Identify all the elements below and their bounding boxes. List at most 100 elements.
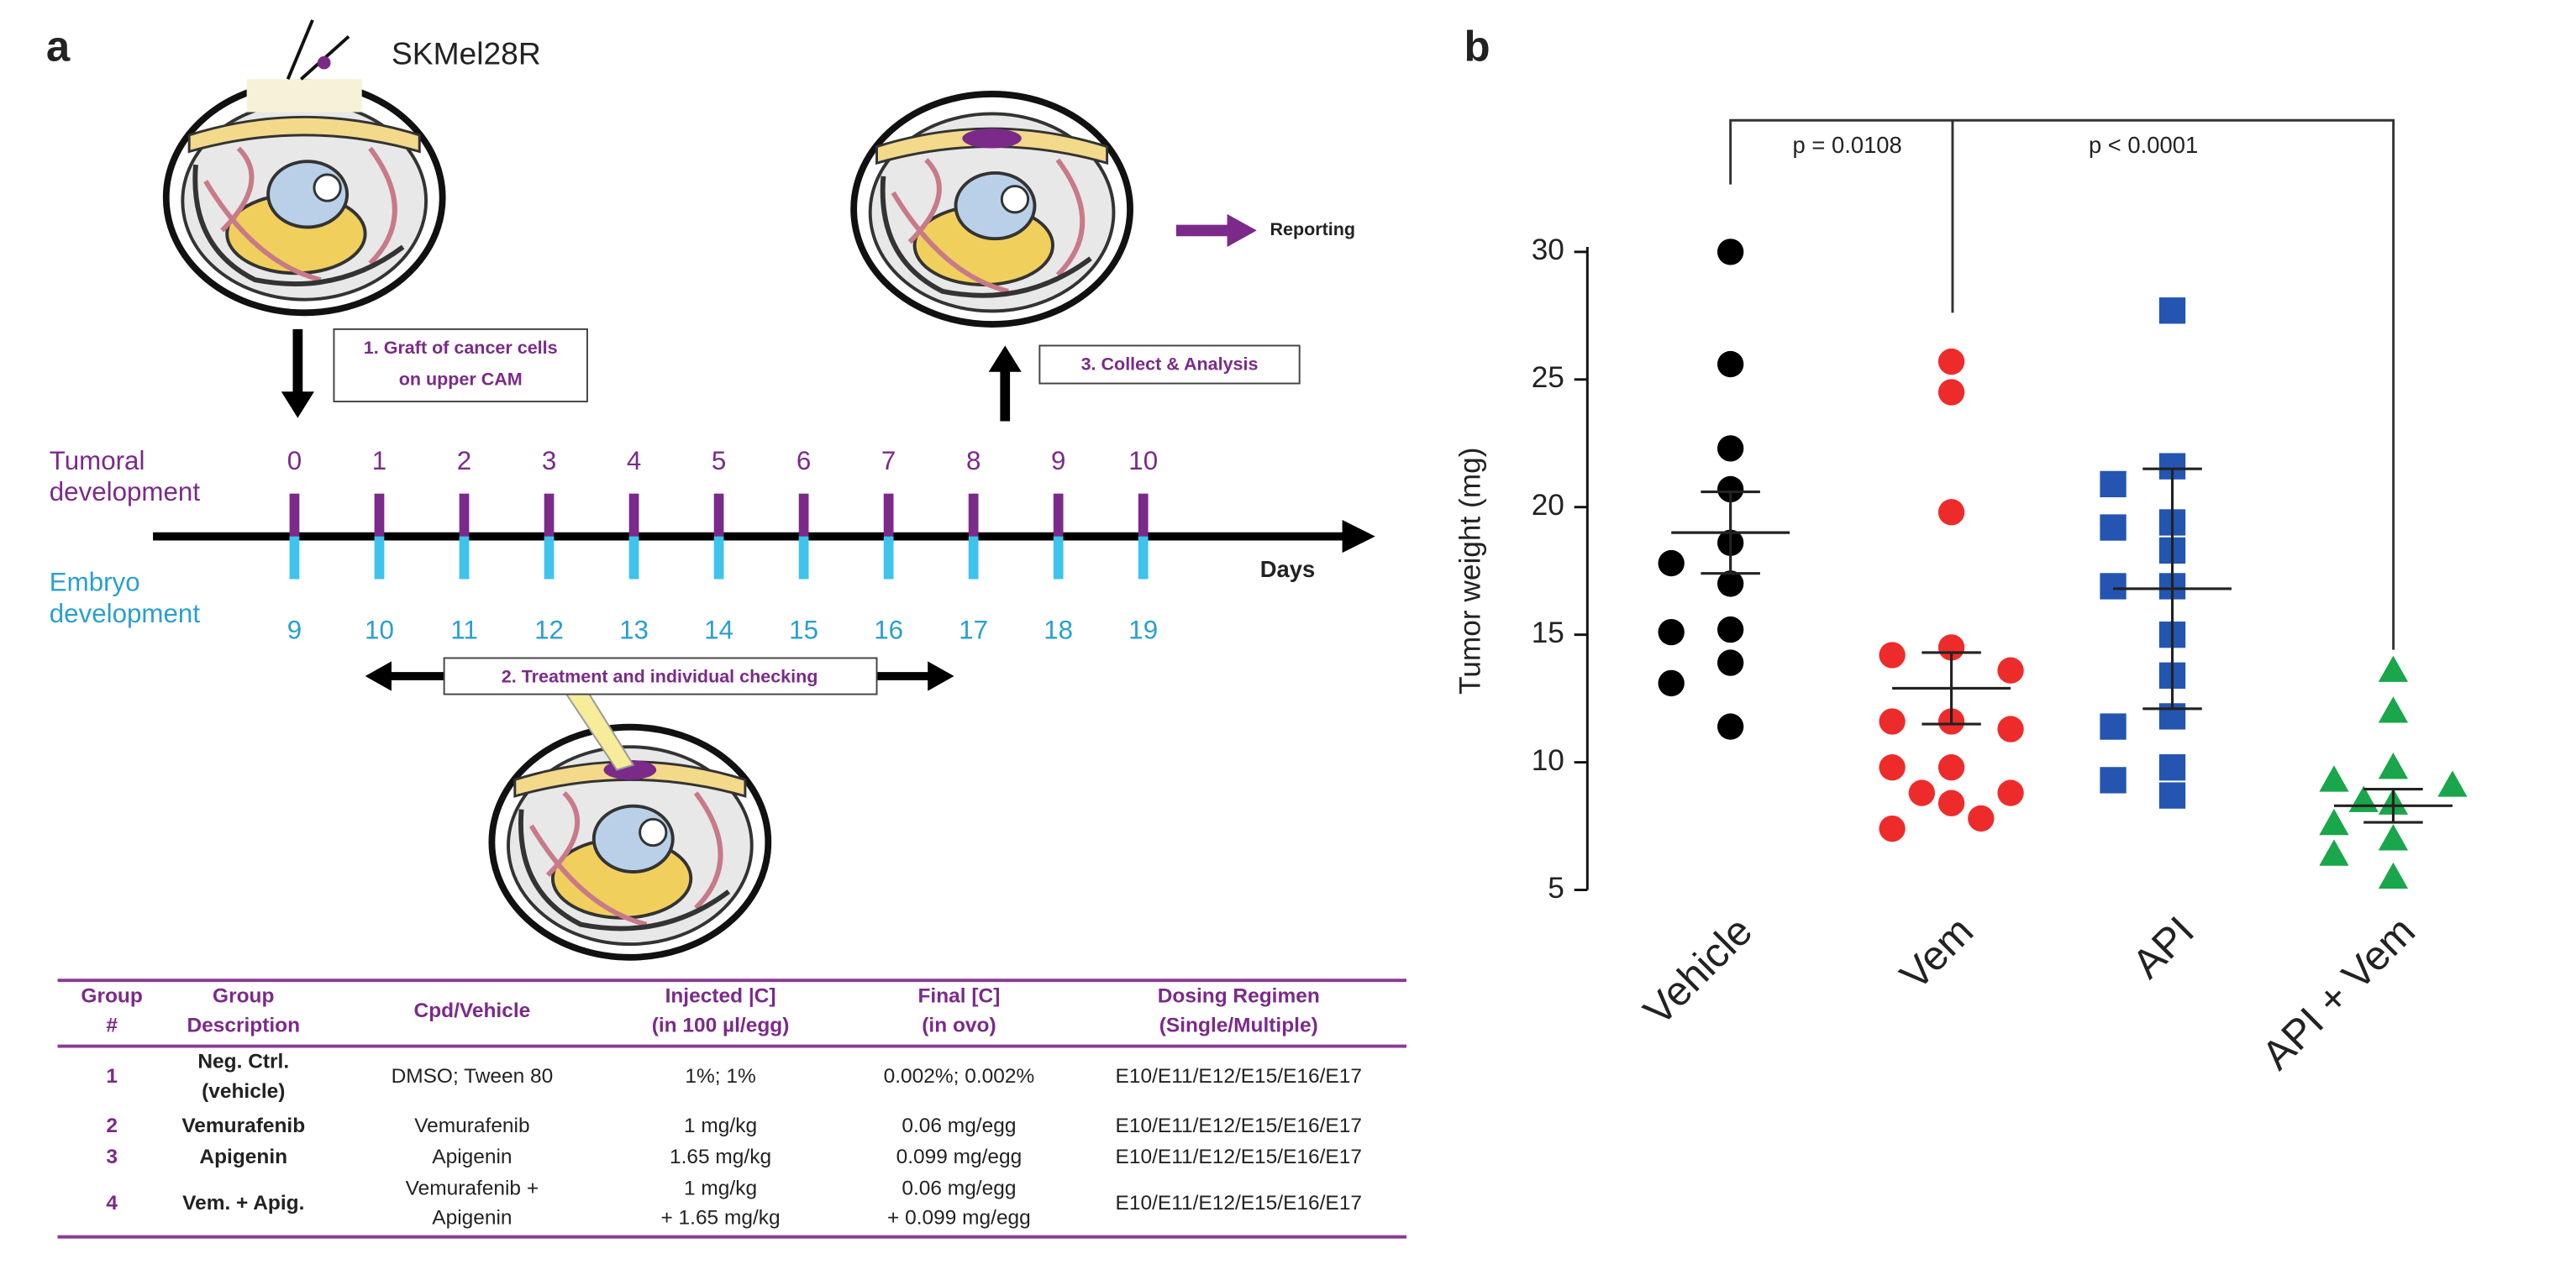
data-point: [1997, 716, 2024, 742]
label-box: [443, 657, 878, 695]
day-ticks: 0 9 1 10 2 11 3 12 4 13 5 14 6 15 7 16 8 17 9 18 10 19: [287, 446, 1158, 645]
table-cell: Vemurafenib: [181, 1115, 305, 1137]
data-point: [2100, 470, 2127, 498]
data-point: [2437, 770, 2468, 797]
table-cell: (in 100 µl/egg): [652, 1015, 790, 1037]
tumoral-day: 10: [1128, 446, 1158, 475]
data-point: [1908, 779, 1936, 806]
table-cell: Apigenin: [432, 1146, 512, 1168]
y-tick-label: 30: [1532, 233, 1564, 266]
table-cell: Dosing Regimen: [1158, 984, 1320, 1007]
tumoral-day: 4: [627, 446, 641, 475]
row-label: Embryo: [50, 568, 140, 597]
data-point: [2158, 782, 2186, 809]
step-label: on upper CAM: [399, 369, 523, 389]
significance-bracket: [1729, 118, 2395, 650]
y-tick-label: 20: [1532, 489, 1564, 522]
embryo-day: 19: [1128, 615, 1158, 644]
data-point: [2158, 754, 2186, 781]
table-cell: Group: [213, 984, 274, 1007]
plot: 5 10 15 20 25 30 Vehicle Vem API API + Vem: [1532, 233, 2468, 1078]
table-cell: Apigenin: [199, 1146, 287, 1168]
table-cell: E10/E11/E12/E15/E16/E17: [1116, 1146, 1362, 1168]
data-point: [2319, 808, 2349, 836]
table-cell: #: [106, 1015, 118, 1037]
egg-graft: [166, 82, 443, 312]
table-cell: E10/E11/E12/E15/E16/E17: [1116, 1065, 1362, 1088]
table-cell: 2: [106, 1115, 118, 1137]
row-label: Tumoral: [50, 446, 145, 475]
embryo-day: 17: [959, 615, 988, 644]
data-point: [2378, 696, 2409, 723]
table-cell: Vemurafenib +: [406, 1177, 539, 1199]
cell-line: SKMel28R: [392, 36, 541, 71]
embryo-day: 14: [704, 615, 733, 644]
arrow-head: [1227, 213, 1257, 248]
data-point: [2100, 767, 2127, 794]
tick-top: [374, 493, 385, 537]
label-box: [1038, 344, 1301, 385]
data-point: [1717, 475, 1744, 503]
arrow-head: [281, 391, 314, 418]
x-tick-label: API: [2124, 908, 2203, 987]
label-box: [333, 328, 588, 403]
data-point: [1997, 779, 2024, 806]
data-point: [1879, 754, 1906, 781]
data-point: [1879, 642, 1906, 669]
data-point: [1879, 815, 1906, 842]
tumoral-day: 0: [287, 446, 302, 475]
embryo-day: 10: [365, 615, 394, 644]
table-cell: Vemurafenib: [414, 1115, 529, 1137]
data-point: [1717, 713, 1744, 740]
table-cell: + 0.099 mg/egg: [887, 1207, 1031, 1230]
arrow-head: [365, 661, 392, 691]
tick-bottom: [459, 536, 470, 580]
table-cell: (Single/Multiple): [1159, 1015, 1318, 1037]
arrow-head: [988, 345, 1022, 372]
data-point: [2158, 297, 2186, 324]
data-point: [1717, 616, 1744, 643]
table-cell: 0.002%; 0.002%: [884, 1065, 1035, 1088]
table-cell: (vehicle): [202, 1080, 285, 1103]
tick-top: [713, 493, 724, 537]
y-axis-label: Tumor weight (mg): [1454, 448, 1487, 695]
data-point: [1937, 348, 1965, 375]
axis-label: Days: [1260, 556, 1315, 582]
panel-label: a: [46, 23, 71, 71]
embryo-day: 9: [287, 615, 302, 644]
data-point: [2319, 839, 2349, 866]
data-point: [1658, 618, 1685, 646]
tick-top: [459, 493, 470, 537]
data-point: [1937, 499, 1965, 526]
p-value: p = 0.0108: [1793, 132, 1902, 158]
tick-bottom: [1053, 536, 1064, 580]
tick-bottom: [1138, 536, 1149, 580]
table-cell: Description: [187, 1015, 300, 1037]
table-cell: 0.06 mg/egg: [902, 1115, 1016, 1137]
opening: [246, 79, 362, 113]
data-point: [1717, 649, 1744, 676]
table-cell: 1: [106, 1065, 118, 1088]
y-tick-label: 10: [1532, 744, 1564, 777]
table-cell: E10/E11/E12/E15/E16/E17: [1116, 1192, 1362, 1215]
panel-label: b: [1464, 23, 1490, 71]
tumoral-day: 2: [457, 446, 471, 475]
data-point: [2100, 713, 2127, 740]
tick-top: [1053, 493, 1064, 537]
table-cell: (in ovo): [922, 1015, 996, 1037]
table-cell: Cpd/Vehicle: [414, 1000, 531, 1022]
y-tick-label: 15: [1532, 617, 1564, 649]
data-point: [1717, 570, 1744, 597]
dosing-table: Group # Group Description Cpd/Vehicle Injecte…: [57, 979, 1406, 1239]
data-point: [2378, 824, 2409, 851]
data-point: [2378, 753, 2409, 779]
tick-bottom: [798, 536, 809, 580]
tumoral-day: 8: [966, 446, 980, 475]
data-point: [2378, 862, 2409, 889]
table-cell: Final [C]: [917, 984, 1000, 1007]
data-point: [1717, 435, 1744, 462]
p-value: p < 0.0001: [2089, 132, 2198, 158]
step-label: 3. Collect & Analysis: [1081, 354, 1259, 375]
table-cell: E10/E11/E12/E15/E16/E17: [1116, 1115, 1362, 1137]
